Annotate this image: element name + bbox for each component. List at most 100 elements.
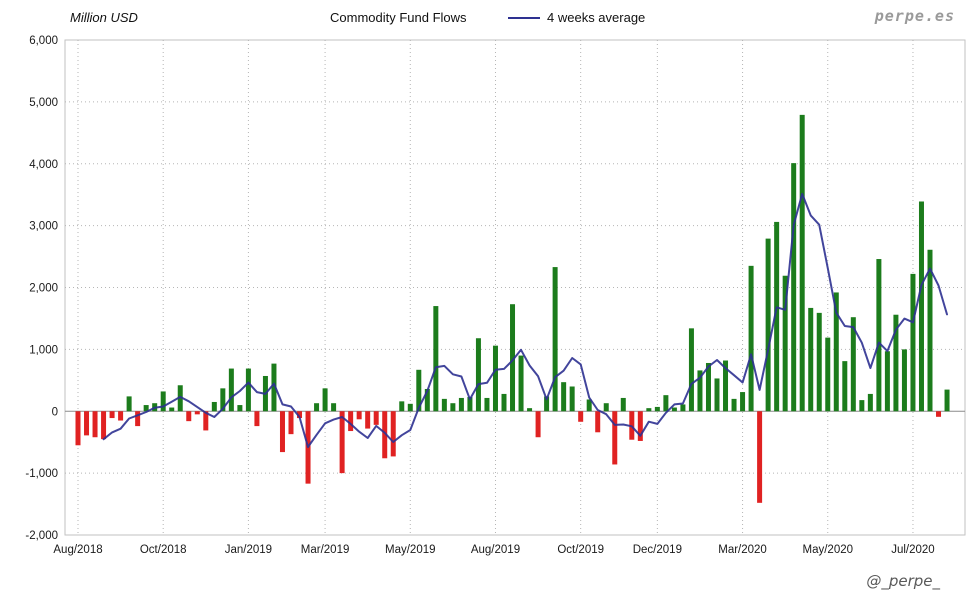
inflow-bar: [799, 114, 805, 412]
outflow-bar: [118, 411, 124, 421]
inflow-bar: [825, 337, 831, 412]
outflow-bar: [109, 411, 115, 419]
inflow-bar: [126, 396, 132, 412]
y-tick-label: 2,000: [29, 283, 58, 295]
outflow-bar: [757, 411, 763, 503]
inflow-bar: [433, 306, 439, 412]
inflow-bar: [441, 398, 447, 412]
x-tick-label: Mar/2019: [301, 544, 350, 556]
inflow-bar: [467, 397, 473, 412]
inflow-bar: [884, 351, 890, 412]
inflow-bar: [876, 259, 882, 412]
y-tick-label: 4,000: [29, 159, 58, 171]
chart-title: Commodity Fund Flows: [330, 10, 467, 25]
outflow-bar: [339, 411, 345, 474]
inflow-bar: [237, 405, 243, 412]
inflow-bar: [416, 369, 422, 412]
y-tick-label: 6,000: [29, 35, 58, 47]
inflow-bar: [569, 386, 575, 412]
inflow-bar: [901, 349, 907, 412]
outflow-bar: [75, 411, 81, 446]
inflow-bar: [544, 396, 550, 412]
legend: 4 weeks average: [508, 9, 645, 27]
inflow-bar: [654, 406, 660, 412]
outflow-bar: [101, 411, 107, 440]
inflow-bar: [450, 403, 456, 412]
outflow-bar: [612, 411, 618, 465]
inflow-bar: [458, 397, 464, 412]
x-tick-label: Aug/2019: [471, 544, 520, 556]
outflow-bar: [365, 411, 371, 429]
inflow-bar: [740, 392, 746, 412]
flow-bars: [75, 114, 950, 503]
outflow-bar: [936, 411, 942, 417]
inflow-bar: [492, 345, 498, 412]
inflow-bar: [688, 328, 694, 412]
inflow-bar: [561, 382, 567, 412]
inflow-bar: [918, 201, 924, 412]
inflow-bar: [475, 338, 481, 412]
inflow-bar: [842, 361, 848, 412]
y-tick-label: -1,000: [25, 468, 58, 480]
inflow-bar: [586, 399, 592, 412]
y-tick-label: -2,000: [25, 530, 58, 542]
outflow-bar: [595, 411, 601, 433]
inflow-bar: [211, 401, 217, 412]
inflow-bar: [714, 378, 720, 412]
legend-label: 4 weeks average: [547, 10, 646, 25]
inflow-bar: [646, 408, 652, 412]
inflow-bar: [671, 407, 677, 412]
inflow-bar: [833, 292, 839, 412]
inflow-bar: [220, 388, 226, 412]
inflow-bar: [705, 362, 711, 412]
outflow-bar: [186, 411, 192, 422]
inflow-bar: [680, 404, 686, 412]
x-tick-label: Jan/2019: [225, 544, 272, 556]
inflow-bar: [859, 400, 865, 412]
inflow-bar: [893, 314, 899, 412]
outflow-bar: [84, 411, 90, 436]
inflow-bar: [731, 398, 737, 412]
outflow-bar: [254, 411, 260, 427]
inflow-bar: [850, 317, 856, 412]
y-tick-label: 0: [52, 406, 58, 418]
outflow-bar: [203, 411, 209, 431]
y-axis-title: Million USD: [70, 10, 138, 25]
x-tick-label: Dec/2019: [633, 544, 682, 556]
outflow-bar: [373, 411, 379, 425]
inflow-bar: [620, 397, 626, 412]
outflow-bar: [348, 411, 354, 432]
outflow-bar: [288, 411, 294, 435]
inflow-bar: [177, 385, 183, 412]
y-tick-label: 1,000: [29, 344, 58, 356]
outflow-bar: [578, 411, 584, 422]
inflow-bar: [663, 395, 669, 412]
inflow-bar: [407, 403, 413, 412]
inflow-bar: [603, 403, 609, 412]
outflow-bar: [356, 411, 362, 420]
outflow-bar: [637, 411, 643, 441]
inflow-bar: [697, 370, 703, 412]
inflow-bar: [271, 363, 277, 412]
brand-watermark: perpe.es: [874, 7, 955, 25]
average-line-swatch-icon: [508, 17, 540, 19]
inflow-bar: [774, 221, 780, 412]
y-tick-label: 5,000: [29, 97, 58, 109]
inflow-bar: [816, 312, 822, 412]
inflow-bar: [228, 368, 234, 412]
inflow-bar: [245, 368, 251, 412]
x-tick-label: Aug/2018: [53, 544, 102, 556]
inflow-bar: [723, 360, 729, 412]
inflow-bar: [510, 304, 516, 412]
outflow-bar: [390, 411, 396, 457]
average-line: [102, 192, 948, 448]
inflow-bar: [501, 393, 507, 412]
inflow-bar: [748, 265, 754, 412]
inflow-bar: [169, 407, 175, 412]
inflow-bar: [331, 403, 337, 412]
inflow-bar: [782, 275, 788, 412]
x-tick-label: Oct/2018: [140, 544, 187, 556]
inflow-bar: [160, 391, 166, 412]
gridlines: [64, 39, 966, 536]
